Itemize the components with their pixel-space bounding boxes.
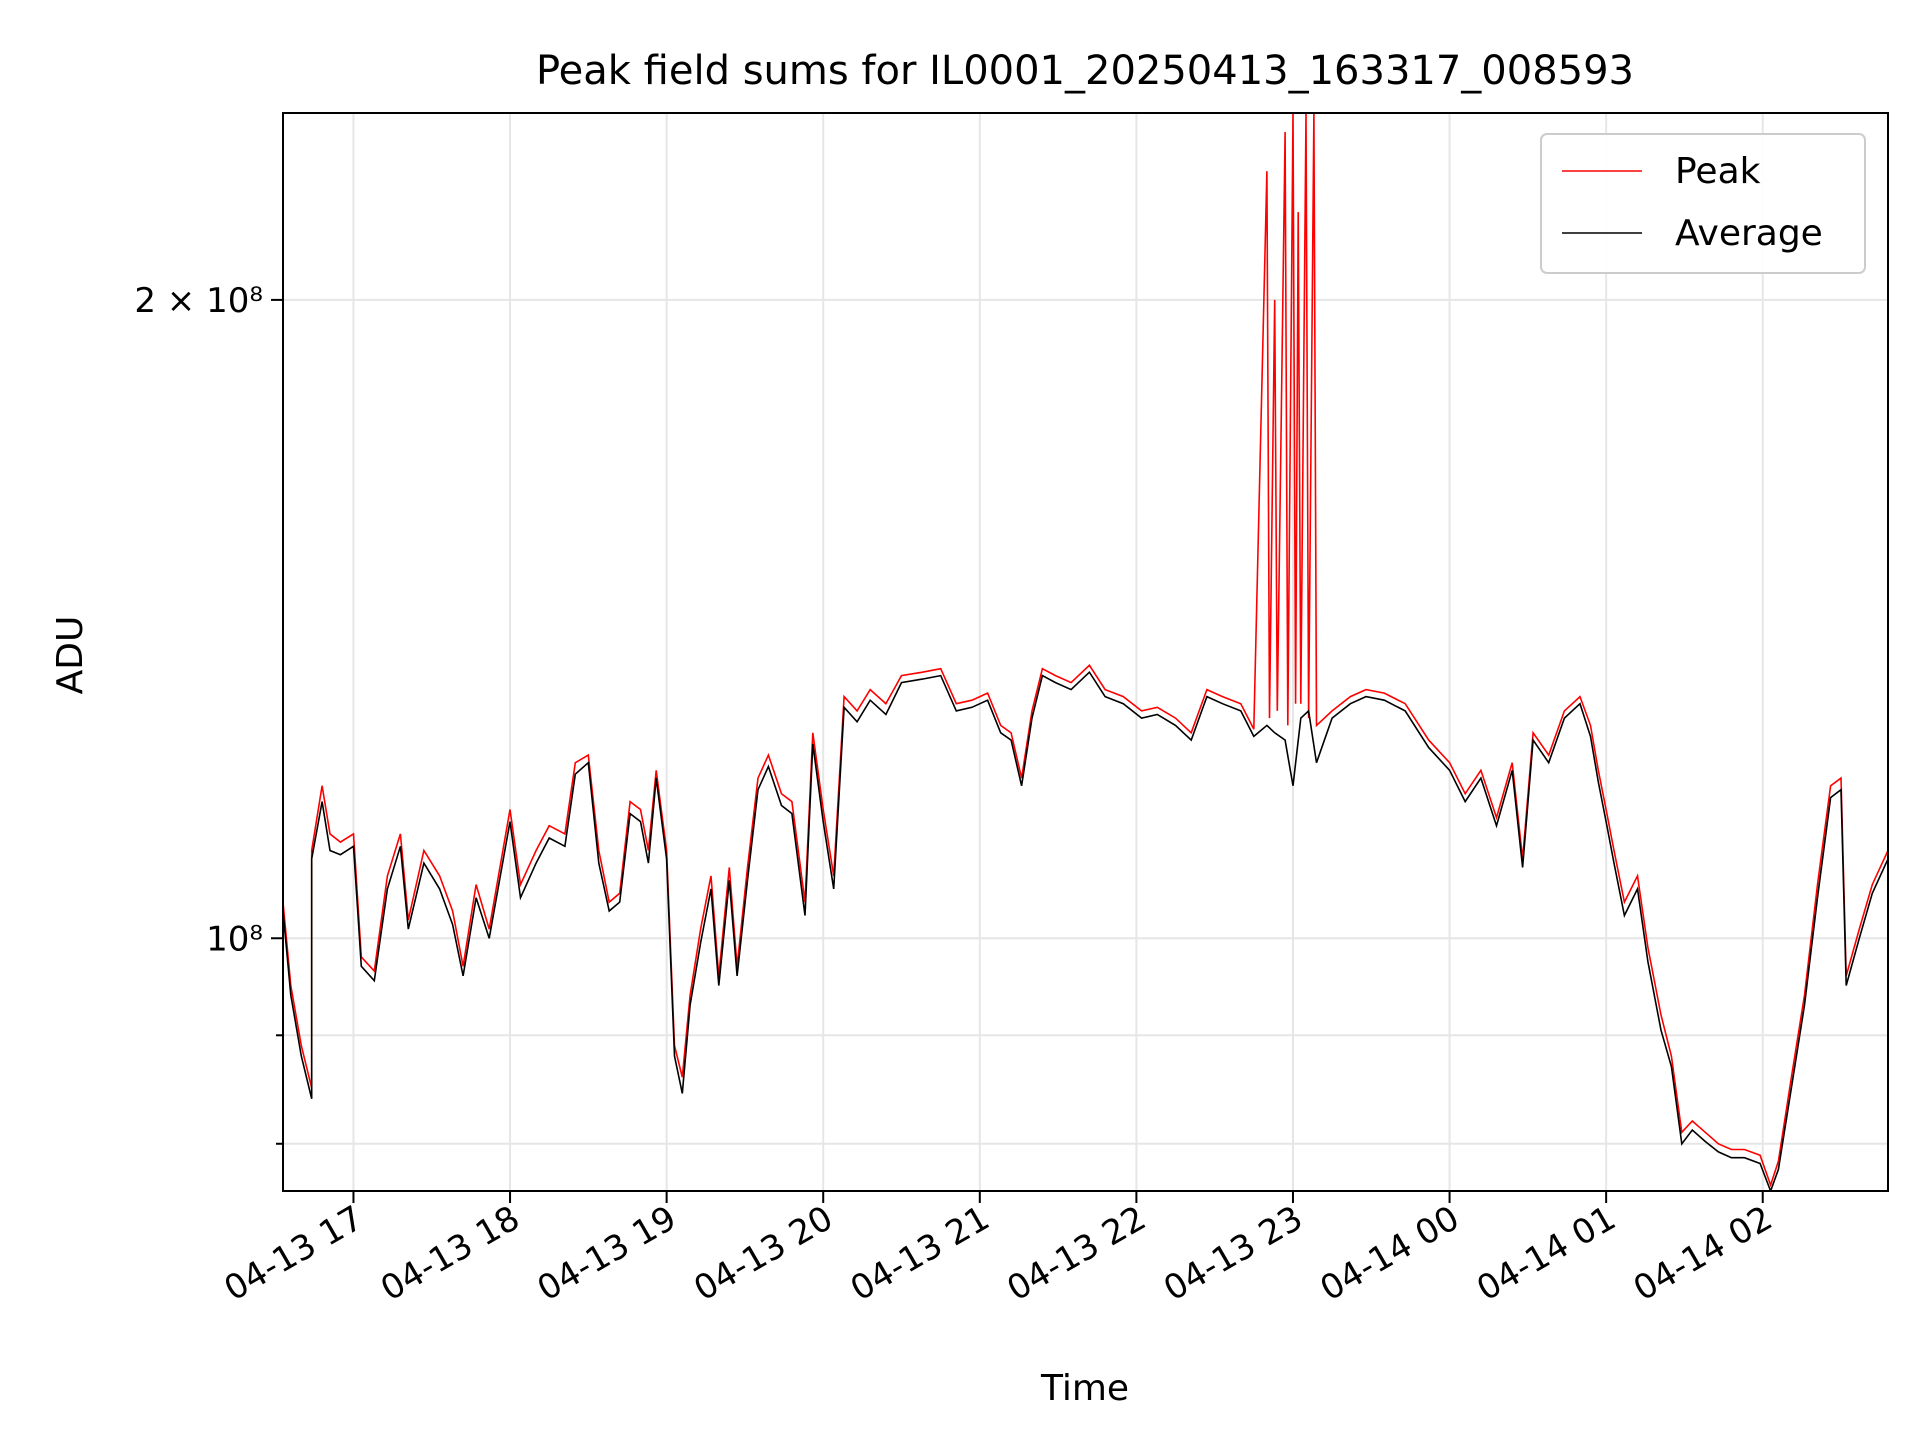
grid-lines <box>283 113 1888 1191</box>
y-axis-label: ADU <box>50 616 91 695</box>
legend-box <box>1540 133 1866 274</box>
series-line-peak <box>283 113 1888 1188</box>
y-tick-label: 10⁸ <box>206 919 263 959</box>
chart-title: Peak field sums for IL0001_20250413_1633… <box>536 48 1634 94</box>
series-line-average <box>283 670 1888 1191</box>
legend: Peak Average <box>1540 133 1866 274</box>
plot-frame <box>282 112 1889 1192</box>
plot-area <box>283 113 1888 1191</box>
legend-label-average: Average <box>1675 213 1823 254</box>
x-axis-label: Time <box>1040 1368 1129 1409</box>
legend-label-peak: Peak <box>1675 151 1761 192</box>
y-tick-label: 2 × 10⁸ <box>134 281 263 321</box>
